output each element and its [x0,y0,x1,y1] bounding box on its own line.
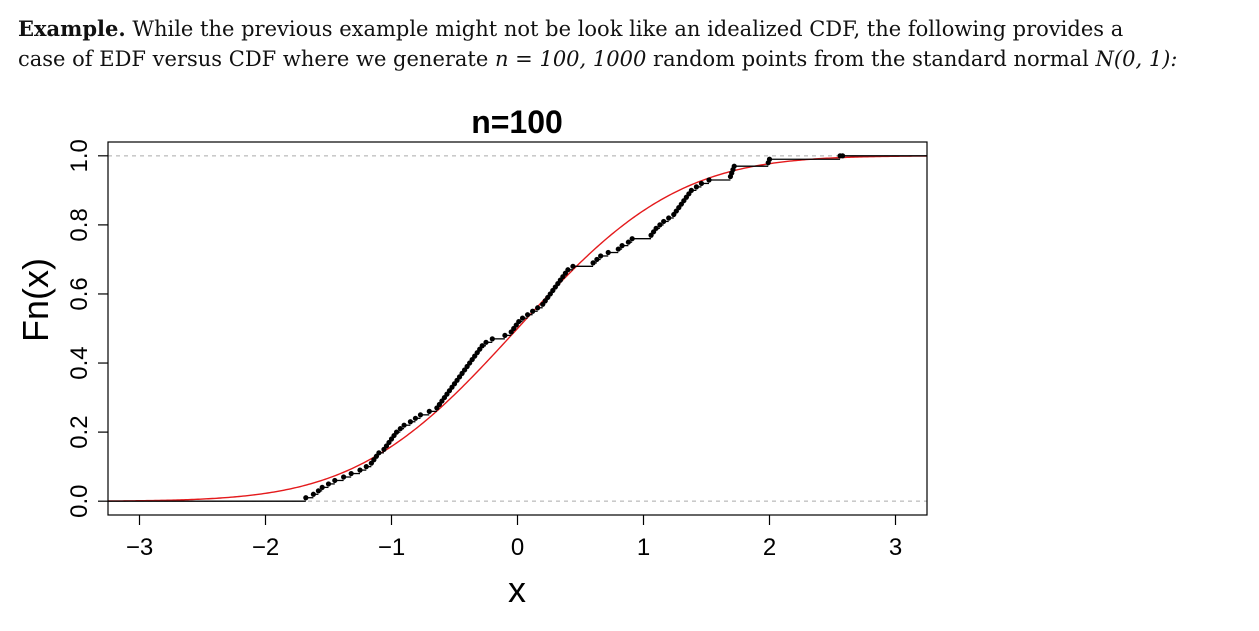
edf-point [766,156,773,162]
y-tick-label: 1.0 [66,139,93,172]
edf-point [357,467,363,473]
edf-point [401,422,407,428]
edf-point [315,488,322,494]
edf-point [706,177,712,183]
line2-pre-text: case of EDF versus CDF where we generate [18,47,489,71]
edf-point [698,180,705,187]
y-tick-label: 0.0 [66,484,93,517]
edf-point [565,267,571,273]
edf-point [417,412,424,418]
axes: −3 −2 −1 0 1 2 3 0.0 0.2 0.4 0.6 0.8 1.0 [66,139,902,561]
example-lead: Example. [18,16,126,41]
edf-point [688,187,694,193]
edf-point [516,318,522,325]
edf-point [502,332,508,339]
edf-point [325,481,332,487]
math-n-values: n = 100, 1000 [494,47,647,71]
edf-point [653,225,659,231]
x-tick-label: −2 [252,534,279,561]
paragraph-line-2: case of EDF versus CDF where we generate… [18,44,1243,74]
edf-point [319,484,325,490]
edf-point [693,184,700,190]
edf-point [393,429,400,435]
x-tick-label: −3 [126,534,153,561]
edf-point [731,163,737,169]
x-tick-label: 3 [889,534,902,561]
edf-point [615,246,621,252]
edf-point [661,218,667,225]
edf-point [310,491,316,497]
edf-point [657,222,663,228]
edf-point [348,470,354,477]
edf-point [570,263,576,269]
line2-mid-text: random points from the standard normal [653,47,1089,71]
edf-point [397,426,403,432]
edf-point [629,236,635,242]
example-paragraph: Example. While the previous example migh… [18,14,1243,74]
cdf-curve-path [107,155,928,502]
edf-point [590,260,596,266]
edf-point [303,495,309,501]
edf-point [363,464,369,470]
plot-frame [107,141,928,516]
edf-point [412,415,419,421]
edf-point [598,253,604,259]
x-tick-label: 0 [511,534,524,561]
x-tick-label: 2 [763,534,776,561]
edf-point [619,243,625,249]
y-tick-label: 0.6 [66,277,93,310]
math-distribution: N(0, 1): [1095,47,1178,71]
edf-point [332,477,338,484]
y-tick-label: 0.2 [66,415,93,448]
edf-point [625,239,631,245]
edf-point [666,215,672,221]
edf-point [426,408,432,414]
edf-point [341,474,347,480]
y-tick-label: 0.4 [66,346,93,379]
edf-point [535,305,541,311]
edf-points [303,153,846,501]
y-axis-label: Fn(x) [15,258,56,342]
edf-point [605,249,611,256]
line1-text: While the previous example might not be … [132,17,1124,41]
edf-point [524,312,531,318]
edf-point [407,419,413,425]
chart-title: n=100 [471,104,563,140]
paragraph-line-1: Example. While the previous example migh… [18,14,1243,44]
x-axis-label: x [508,569,526,610]
edf-point [839,153,846,159]
x-tick-label: −1 [378,534,405,561]
edf-point [519,315,526,321]
y-tick-label: 0.8 [66,208,93,241]
edf-point [479,343,485,349]
edf-point [376,450,382,456]
edf-point [489,336,495,342]
x-tick-label: 1 [637,534,650,561]
normal-cdf-curve [107,155,928,502]
edf-point [594,256,600,263]
edf-point [483,339,489,345]
edf-point [530,308,536,314]
